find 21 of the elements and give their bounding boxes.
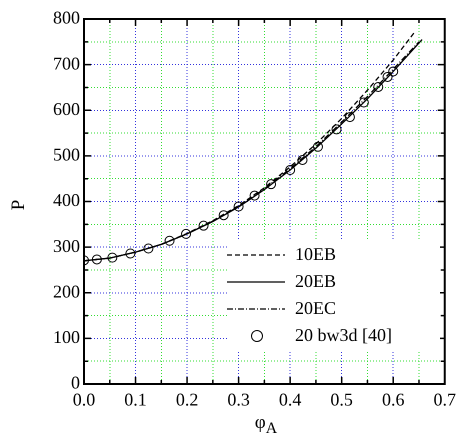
- x-tick-label: 0.5: [330, 390, 353, 410]
- y-axis-title: P: [7, 198, 30, 212]
- y-tick-label: 400: [53, 190, 80, 210]
- legend-label: 20EB: [295, 271, 336, 292]
- y-tick-label: 200: [53, 281, 80, 302]
- legend-label: 10EB: [295, 244, 336, 265]
- x-tick-label: 0.6: [382, 390, 404, 410]
- x-tick-label: 0.7: [434, 390, 456, 410]
- x-tick-label: 0.4: [278, 390, 302, 410]
- y-tick-label: 500: [53, 144, 80, 165]
- y-tick-label: 100: [53, 327, 80, 348]
- y-tick-label: 600: [53, 98, 80, 119]
- y-tick-label: 800: [53, 8, 80, 28]
- y-tick-label: 300: [53, 236, 80, 256]
- x-tick-label: 0.1: [124, 390, 147, 410]
- legend-label: 20 bw3d [40]: [295, 325, 392, 346]
- y-tick-label: 700: [53, 53, 80, 74]
- x-tick-label: 0.2: [176, 390, 198, 410]
- x-axis-title: φ$_{A}$: [254, 412, 278, 438]
- legend-label: 20EC: [295, 298, 336, 319]
- x-tick-label: 0.3: [227, 390, 250, 410]
